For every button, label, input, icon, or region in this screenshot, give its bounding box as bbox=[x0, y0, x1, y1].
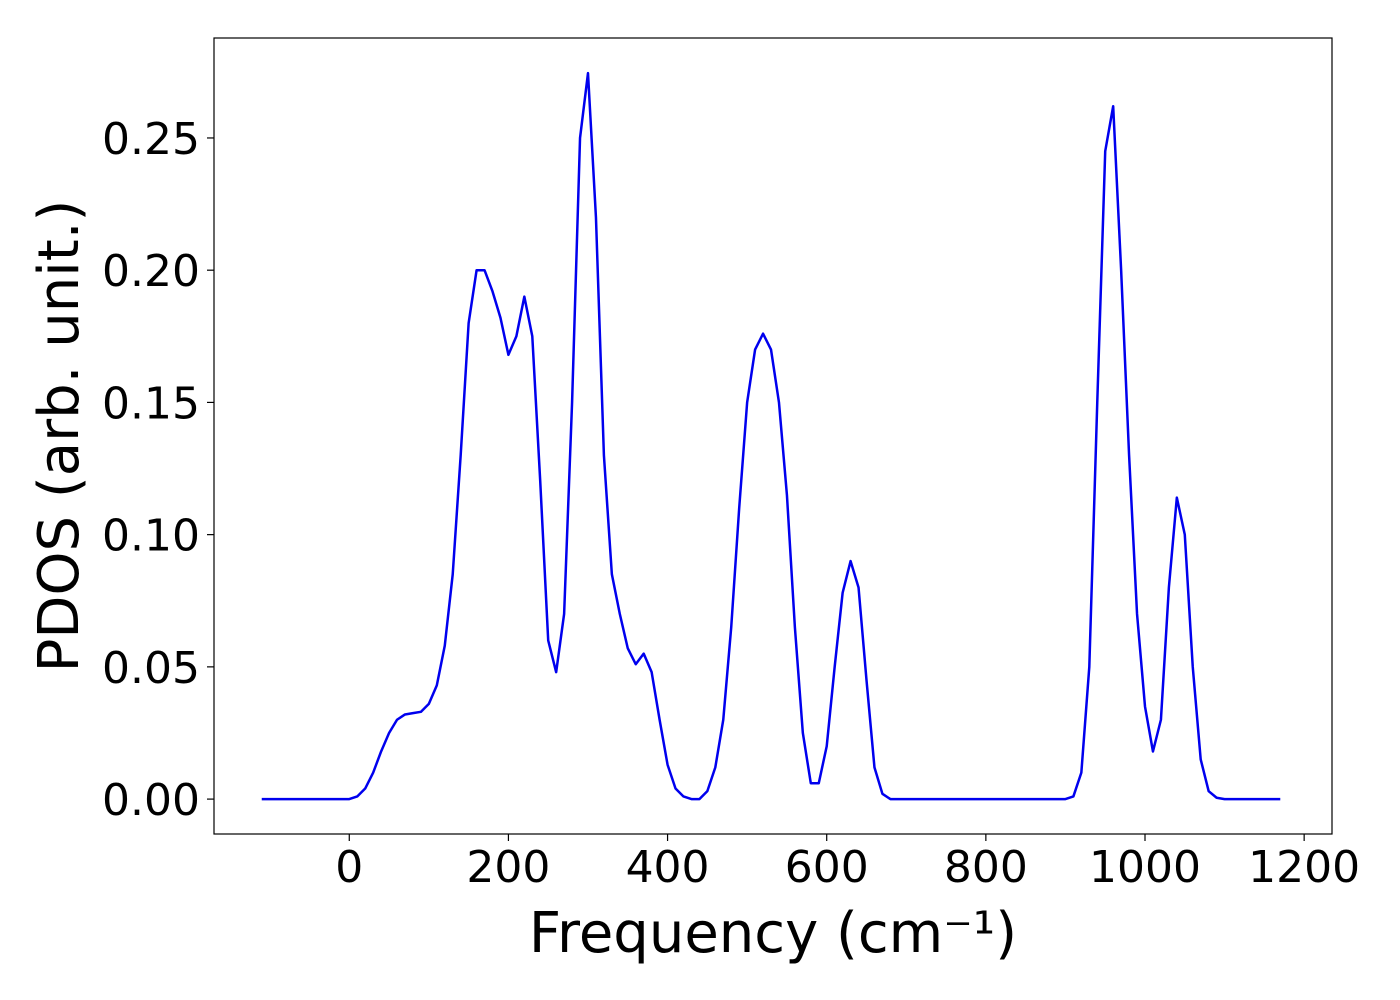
x-tick-label: 200 bbox=[466, 842, 550, 893]
x-tick-label: 400 bbox=[626, 842, 710, 893]
x-tick-label: 1000 bbox=[1089, 842, 1201, 893]
x-tick-label: 0 bbox=[335, 842, 363, 893]
line-series bbox=[261, 71, 1281, 801]
x-tick-label: 1200 bbox=[1248, 842, 1360, 893]
y-tick-label: 0.10 bbox=[102, 511, 200, 562]
x-tick-label: 800 bbox=[944, 842, 1028, 893]
plot-frame bbox=[213, 37, 1333, 835]
y-tick-label: 0.00 bbox=[102, 775, 200, 826]
y-tick-label: 0.20 bbox=[102, 246, 200, 297]
y-tick-label: 0.15 bbox=[102, 378, 200, 429]
x-tick-label: 600 bbox=[785, 842, 869, 893]
x-axis-label: Frequency (cm⁻¹) bbox=[529, 901, 1017, 966]
y-axis-label: PDOS (arb. unit.) bbox=[27, 200, 92, 673]
y-tick-label: 0.05 bbox=[102, 643, 200, 694]
y-tick-label: 0.25 bbox=[102, 114, 200, 165]
